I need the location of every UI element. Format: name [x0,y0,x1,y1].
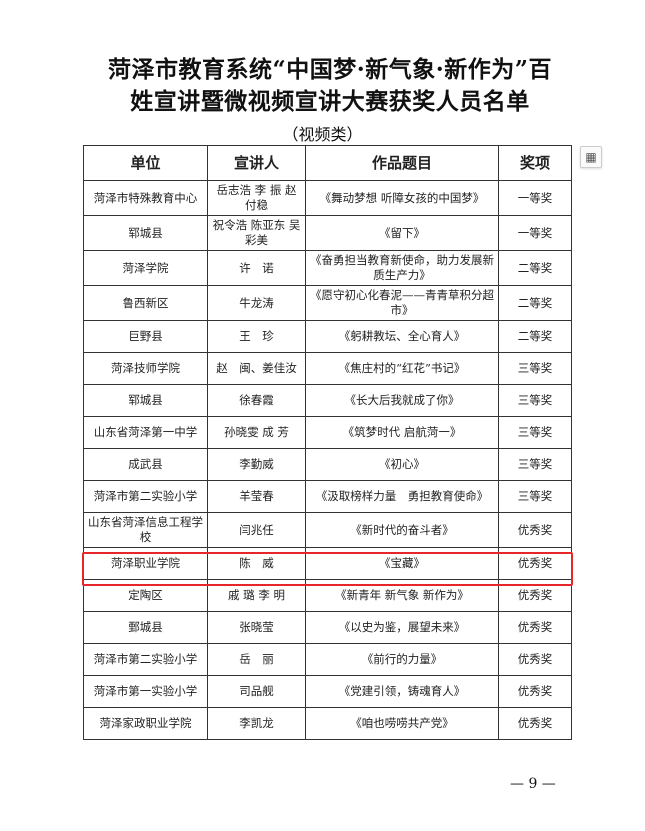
cell-speaker: 李勤威 [207,448,306,481]
cell-award: 优秀奖 [498,675,572,708]
cell-speaker: 岳 丽 [207,643,306,676]
cell-work-title: 《初心》 [305,448,499,481]
cell-unit: 菏泽职业学院 [83,547,208,580]
table-row: 郓城县 徐春霞 《长大后我就成了你》 三等奖 [83,384,572,417]
cell-unit: 菏泽市第一实验小学 [83,675,208,708]
cell-unit: 鄄城县 [83,611,208,644]
cell-unit: 鲁西新区 [83,285,208,321]
header-unit: 单位 [83,145,208,181]
cell-work-title: 《长大后我就成了你》 [305,384,499,417]
cell-award: 优秀奖 [498,707,572,740]
table-row: 菏泽市第二实验小学 羊莹春 《汲取榜样力量 勇担教育使命》 三等奖 [83,480,572,513]
cell-unit: 郓城县 [83,215,208,251]
cell-award: 二等奖 [498,285,572,321]
cell-work-title: 《以史为鉴，展望未来》 [305,611,499,644]
cell-work-title: 《奋勇担当教育新使命，助力发展新质生产力》 [305,250,499,286]
title-line-1: 菏泽市教育系统“中国梦·新气象·新作为”百 [108,56,552,83]
document-title: 菏泽市教育系统“中国梦·新气象·新作为”百 姓宣讲暨微视频宣讲大赛获奖人员名单 [60,54,600,118]
cell-award: 一等奖 [498,215,572,251]
cell-work-title: 《宝藏》 [305,547,499,580]
cell-speaker: 祝令浩 陈亚东 吴彩美 [207,215,306,251]
cell-unit: 菏泽市第二实验小学 [83,480,208,513]
cell-speaker: 许 诺 [207,250,306,286]
cell-work-title: 《前行的力量》 [305,643,499,676]
cell-award: 三等奖 [498,448,572,481]
cell-speaker: 闫兆任 [207,512,306,548]
cell-work-title: 《汲取榜样力量 勇担教育使命》 [305,480,499,513]
cell-unit: 成武县 [83,448,208,481]
cell-unit: 菏泽学院 [83,250,208,286]
cell-unit: 巨野县 [83,320,208,353]
table-row: 郓城县 祝令浩 陈亚东 吴彩美 《留下》 一等奖 [83,215,572,251]
cell-speaker: 牛龙涛 [207,285,306,321]
cell-unit: 菏泽技师学院 [83,352,208,385]
page-number: — 9 — [510,776,556,792]
table-row: 鄄城县 张晓莹 《以史为鉴，展望未来》 优秀奖 [83,611,572,644]
cell-award: 优秀奖 [498,547,572,580]
table-row: 定陶区戚 璐 李 明《新青年 新气象 新作为》 优秀奖 [83,579,572,612]
cell-award: 二等奖 [498,250,572,286]
table-row: 菏泽家政职业学院 李凯龙 《咱也唠唠共产党》 优秀奖 [83,707,572,740]
table-row: 菏泽职业学院陈 威《宝藏》 优秀奖 [83,547,572,580]
cell-speaker: 司品舰 [207,675,306,708]
header-work-title: 作品题目 [305,145,499,181]
cell-unit: 菏泽市特殊教育中心 [83,180,208,216]
cell-speaker: 羊莹春 [207,480,306,513]
header-speaker: 宣讲人 [207,145,306,181]
cell-work-title: 《党建引领，铸魂育人》 [305,675,499,708]
cell-speaker: 张晓莹 [207,611,306,644]
header-award: 奖项 [498,145,572,181]
title-line-2: 姓宣讲暨微视频宣讲大赛获奖人员名单 [130,88,530,115]
cell-unit: 菏泽家政职业学院 [83,707,208,740]
cell-unit: 郓城县 [83,384,208,417]
cell-award: 一等奖 [498,180,572,216]
cell-work-title: 《咱也唠唠共产党》 [305,707,499,740]
cell-work-title: 《筑梦时代 启航菏一》 [305,416,499,449]
table-header-row: 单位 宣讲人 作品题目 奖项 [83,145,572,181]
cell-speaker: 王 珍 [207,320,306,353]
cell-speaker: 赵 闽、姜佳汝 [207,352,306,385]
cell-speaker: 孙晓雯 成 芳 [207,416,306,449]
cell-work-title: 《新青年 新气象 新作为》 [305,579,499,612]
cell-work-title: 《愿守初心化春泥——青青草积分超市》 [305,285,499,321]
award-table: 单位 宣讲人 作品题目 奖项 菏泽市特殊教育中心 岳志浩 李 振 赵付稳 《舞动梦想… [83,145,572,740]
table-row: 菏泽市第二实验小学岳 丽《前行的力量》 优秀奖 [83,643,572,676]
cell-award: 三等奖 [498,352,572,385]
table-row: 巨野县王 珍《躬耕教坛、全心育人》 二等奖 [83,320,572,353]
table-row: 成武县 李勤威 《初心》 三等奖 [83,448,572,481]
cell-speaker: 陈 威 [207,547,306,580]
cell-award: 三等奖 [498,416,572,449]
cell-work-title: 《舞动梦想 听障女孩的中国梦》 [305,180,499,216]
cell-award: 优秀奖 [498,611,572,644]
table-row: 山东省菏泽信息工程学校 闫兆任 《新时代的奋斗者》 优秀奖 [83,512,572,548]
cell-speaker: 戚 璐 李 明 [207,579,306,612]
cell-award: 三等奖 [498,384,572,417]
cell-award: 优秀奖 [498,512,572,548]
cell-speaker: 岳志浩 李 振 赵付稳 [207,180,306,216]
cell-unit: 定陶区 [83,579,208,612]
cell-work-title: 《留下》 [305,215,499,251]
cell-unit: 山东省菏泽第一中学 [83,416,208,449]
cell-speaker: 李凯龙 [207,707,306,740]
cell-unit: 菏泽市第二实验小学 [83,643,208,676]
table-icon[interactable]: ▦ [580,146,602,168]
cell-work-title: 《焦庄村的“红花”书记》 [305,352,499,385]
table-row: 鲁西新区 牛龙涛 《愿守初心化春泥——青青草积分超市》 二等奖 [83,285,572,321]
table-row: 菏泽市第一实验小学 司品舰 《党建引领，铸魂育人》 优秀奖 [83,675,572,708]
cell-work-title: 《躬耕教坛、全心育人》 [305,320,499,353]
cell-award: 优秀奖 [498,579,572,612]
table-row: 菏泽学院许 诺《奋勇担当教育新使命，助力发展新质生产力》 二等奖 [83,250,572,286]
subtitle: （视频类） [282,125,363,144]
table-row: 菏泽市特殊教育中心 岳志浩 李 振 赵付稳 《舞动梦想 听障女孩的中国梦》 一等奖 [83,180,572,216]
cell-award: 优秀奖 [498,643,572,676]
table-row: 菏泽技师学院赵 闽、姜佳汝 《焦庄村的“红花”书记》 三等奖 [83,352,572,385]
cell-unit: 山东省菏泽信息工程学校 [83,512,208,548]
cell-award: 二等奖 [498,320,572,353]
cell-award: 三等奖 [498,480,572,513]
cell-speaker: 徐春霞 [207,384,306,417]
cell-work-title: 《新时代的奋斗者》 [305,512,499,548]
table-row: 山东省菏泽第一中学 孙晓雯 成 芳《筑梦时代 启航菏一》 三等奖 [83,416,572,449]
